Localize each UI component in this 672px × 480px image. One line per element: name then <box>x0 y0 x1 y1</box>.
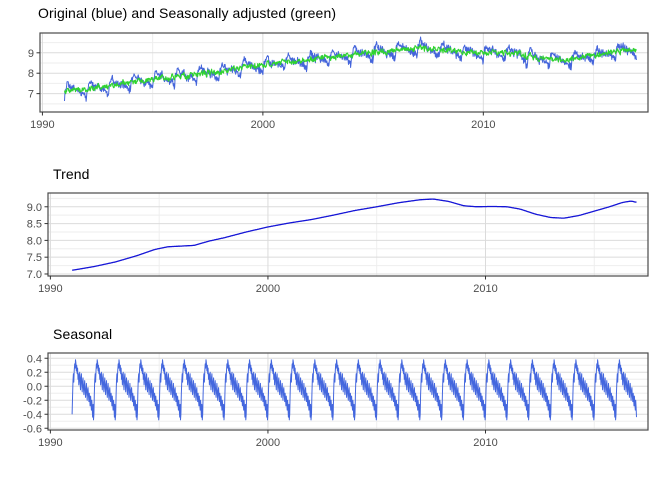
y-tick-label: 7.5 <box>27 252 42 264</box>
y-tick-label: 7 <box>28 89 34 101</box>
axis-labels: 1990 2000 2010 -0.6 -0.4 -0.2 0.0 0.2 0.4 <box>23 353 498 449</box>
axis-labels: 1990 2000 2010 7 8 9 <box>28 48 496 131</box>
y-tick-label: 8 <box>28 68 34 80</box>
y-tick-label: 8.5 <box>27 219 42 231</box>
x-tick-label: 2000 <box>251 119 275 131</box>
x-tick-label: 2010 <box>473 437 497 449</box>
series-line-trend <box>71 198 637 271</box>
y-tick-label: 0.2 <box>27 367 42 379</box>
chart-title-original: Original (blue) and Seasonally adjusted … <box>38 5 337 21</box>
series-line-seasonal <box>71 359 637 421</box>
x-tick-label: 2010 <box>473 283 497 295</box>
x-tick-label: 1990 <box>38 283 62 295</box>
panel-border <box>39 32 649 113</box>
y-tick-label: 8.0 <box>27 235 42 247</box>
panel-border <box>47 192 649 277</box>
y-tick-label: -0.4 <box>23 409 42 421</box>
panel-2: 1990 2000 2010 -0.6 -0.4 -0.2 0.0 0.2 0.4 <box>23 352 649 449</box>
x-tick-label: 1990 <box>38 437 62 449</box>
gridlines <box>40 33 648 112</box>
gridlines <box>48 193 648 276</box>
chart-title-seasonal: Seasonal <box>53 326 113 342</box>
y-tick-label: 0.0 <box>27 381 42 393</box>
y-tick-label: 9.0 <box>27 202 42 214</box>
panel-border <box>47 352 649 431</box>
y-tick-label: 9 <box>28 48 34 60</box>
series-group <box>71 359 637 421</box>
y-tick-label: -0.6 <box>23 423 42 435</box>
series-group <box>71 198 637 271</box>
axis-labels: 1990 2000 2010 7.0 7.5 8.0 8.5 9.0 <box>27 202 498 295</box>
y-tick-label: -0.2 <box>23 395 42 407</box>
series-line-original <box>64 36 637 102</box>
x-tick-label: 2000 <box>256 437 280 449</box>
x-tick-label: 2000 <box>256 283 280 295</box>
y-tick-label: 0.4 <box>27 353 42 365</box>
panel-0: 1990 2000 2010 7 8 9 <box>28 32 649 131</box>
x-tick-label: 1990 <box>30 119 54 131</box>
y-tick-label: 7.0 <box>27 269 42 281</box>
series-group <box>63 36 637 102</box>
x-tick-label: 2010 <box>471 119 495 131</box>
panel-1: 1990 2000 2010 7.0 7.5 8.0 8.5 9.0 <box>27 192 649 295</box>
series-line-seasonally-adjusted <box>63 44 637 95</box>
chart-title-trend: Trend <box>53 166 90 182</box>
